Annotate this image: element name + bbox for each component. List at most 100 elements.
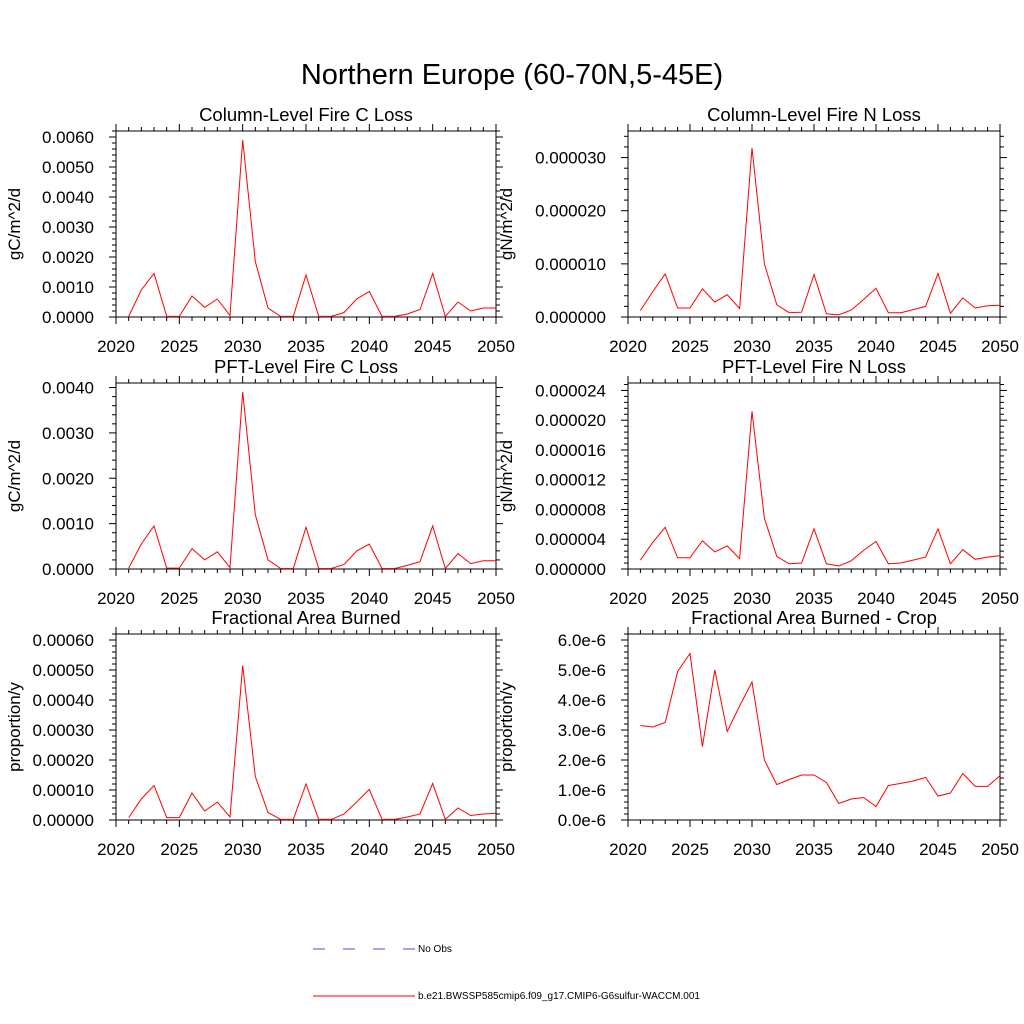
panels: 2020 2025 2030 2035 2040 2045 2050 0.0000 0.0010… (5, 104, 1019, 859)
chart-panel-1: 2020 2025 2030 2035 2040 2045 2050 0.0000 0.0010… (5, 104, 515, 356)
x-tick-label: 2045 (919, 589, 957, 608)
x-tick-label: 2040 (857, 589, 895, 608)
y-tick-label: 1.0e-6 (558, 781, 606, 800)
panel-title: Fractional Area Burned (211, 607, 400, 628)
x-tick-label: 2020 (97, 840, 135, 859)
y-tick-label: 0.0040 (42, 379, 94, 398)
x-tick-label: 2030 (733, 337, 771, 356)
x-tick-label: 2035 (287, 840, 325, 859)
plot-frame (627, 382, 1001, 570)
y-tick-label: 0.000000 (535, 308, 606, 327)
y-tick-label: 0.00030 (33, 721, 94, 740)
panel-title: PFT-Level Fire C Loss (214, 356, 398, 377)
x-tick-label: 2040 (350, 337, 388, 356)
y-tick-label: 0.00060 (33, 631, 94, 650)
x-tick-label: 2050 (477, 589, 515, 608)
x-tick-label: 2050 (981, 337, 1019, 356)
x-tick-label: 2020 (97, 589, 135, 608)
chart-panel-3: 2020 2025 2030 2035 2040 2045 2050 0.0000 0.0010… (5, 356, 515, 608)
y-tick-label: 0.0020 (42, 248, 94, 267)
y-tick-label: 4.0e-6 (558, 691, 606, 710)
series-line (128, 139, 496, 318)
plot-frame (115, 633, 497, 821)
y-tick-label: 0.0040 (42, 188, 94, 207)
plot-frame (627, 130, 1001, 318)
chart-panel-6: 2020 2025 2030 2035 2040 2045 2050 0.0e-6 1.0e-6… (497, 607, 1019, 859)
x-tick-label: 2045 (414, 337, 452, 356)
x-tick-label: 2030 (224, 840, 262, 859)
x-tick-label: 2035 (287, 337, 325, 356)
x-tick-label: 2040 (350, 589, 388, 608)
x-tick-label: 2050 (477, 840, 515, 859)
x-tick-label: 2045 (414, 589, 452, 608)
x-tick-label: 2020 (609, 840, 647, 859)
legend-label-model: b.e21.BWSSP585cmip6.f09_g17.CMIP6-G6sulf… (418, 991, 700, 1002)
x-tick-label: 2030 (224, 337, 262, 356)
y-tick-label: 0.000020 (535, 411, 606, 430)
y-tick-label: 0.000008 (535, 500, 606, 519)
panel-title: PFT-Level Fire N Loss (722, 356, 906, 377)
y-tick-label: 0.00050 (33, 661, 94, 680)
series-line (639, 147, 1001, 316)
y-tick-label: 0.00020 (33, 751, 94, 770)
y-axis-label: proportion/y (5, 682, 24, 772)
panel-title: Column-Level Fire N Loss (707, 104, 921, 125)
y-tick-label: 0.000024 (535, 381, 606, 400)
y-axis-label: gN/m^2/d (497, 188, 516, 260)
y-tick-label: 0.000000 (535, 560, 606, 579)
y-tick-label: 6.0e-6 (558, 631, 606, 650)
x-tick-label: 2025 (671, 337, 709, 356)
y-tick-label: 0.0000 (42, 308, 94, 327)
x-tick-label: 2030 (733, 589, 771, 608)
plot-frame (115, 130, 497, 318)
x-tick-label: 2050 (981, 840, 1019, 859)
x-tick-label: 2025 (160, 337, 198, 356)
chart-panel-4: 2020 2025 2030 2035 2040 2045 2050 0.000000 0.00… (497, 356, 1019, 608)
x-tick-label: 2035 (795, 337, 833, 356)
series-line (639, 411, 1001, 567)
y-tick-label: 0.0000 (42, 560, 94, 579)
y-tick-label: 0.000004 (535, 530, 606, 549)
x-tick-label: 2035 (287, 589, 325, 608)
y-axis-label: gC/m^2/d (5, 188, 24, 260)
y-tick-label: 5.0e-6 (558, 661, 606, 680)
y-tick-label: 0.000030 (535, 149, 606, 168)
x-tick-label: 2045 (919, 840, 957, 859)
chart-panel-2: 2020 2025 2030 2035 2040 2045 2050 0.000000 0.00… (497, 104, 1019, 356)
y-tick-label: 2.0e-6 (558, 751, 606, 770)
y-tick-label: 0.000012 (535, 471, 606, 490)
y-tick-label: 0.000010 (535, 255, 606, 274)
x-tick-label: 2030 (224, 589, 262, 608)
y-tick-label: 0.0030 (42, 424, 94, 443)
series-line (128, 392, 496, 570)
x-tick-label: 2045 (919, 337, 957, 356)
legend: No Obs b.e21.BWSSP585cmip6.f09_g17.CMIP6… (313, 944, 700, 1002)
x-tick-label: 2035 (795, 589, 833, 608)
x-tick-label: 2025 (671, 840, 709, 859)
y-tick-label: 0.0010 (42, 515, 94, 534)
x-tick-label: 2020 (609, 337, 647, 356)
y-tick-label: 0.0020 (42, 469, 94, 488)
series-line (128, 665, 497, 821)
y-axis-label: gC/m^2/d (5, 440, 24, 512)
x-tick-label: 2045 (414, 840, 452, 859)
x-tick-label: 2035 (795, 840, 833, 859)
y-tick-label: 0.00000 (33, 811, 94, 830)
x-tick-label: 2030 (733, 840, 771, 859)
x-tick-label: 2040 (350, 840, 388, 859)
y-axis-label: gN/m^2/d (497, 440, 516, 512)
y-tick-label: 0.0010 (42, 278, 94, 297)
chart-panel-5: 2020 2025 2030 2035 2040 2045 2050 0.00000 0.000… (5, 607, 515, 859)
y-tick-label: 0.0030 (42, 218, 94, 237)
y-tick-label: 0.000016 (535, 441, 606, 460)
series-line (640, 652, 1001, 808)
x-tick-label: 2025 (160, 840, 198, 859)
x-tick-label: 2020 (97, 337, 135, 356)
x-tick-label: 2025 (671, 589, 709, 608)
y-axis-label: proportion/y (497, 682, 516, 772)
x-tick-label: 2050 (981, 589, 1019, 608)
panel-title: Column-Level Fire C Loss (199, 104, 413, 125)
x-tick-label: 2025 (160, 589, 198, 608)
y-tick-label: 0.0060 (42, 128, 94, 147)
